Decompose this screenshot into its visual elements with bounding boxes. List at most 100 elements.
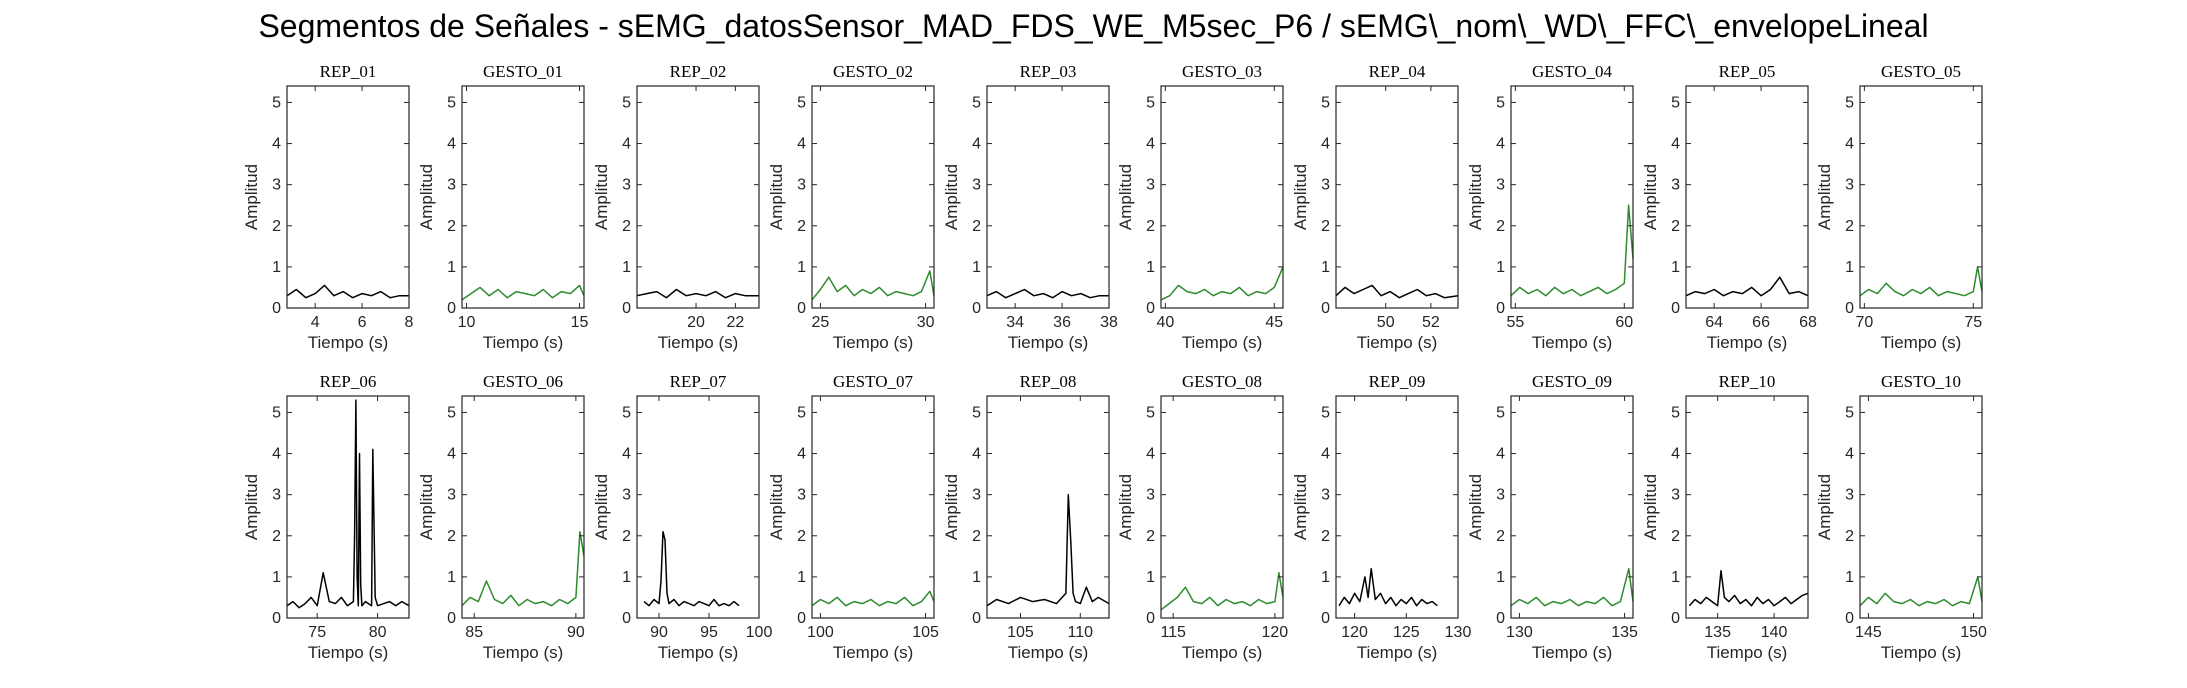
y-tick-label: 2 bbox=[1321, 218, 1330, 235]
y-tick-label: 1 bbox=[1671, 259, 1680, 276]
x-tick-label: 70 bbox=[1855, 314, 1873, 331]
y-tick-label: 2 bbox=[1146, 218, 1155, 235]
y-tick-label: 4 bbox=[797, 136, 806, 153]
x-axis-label: Tiempo (s) bbox=[833, 643, 914, 662]
x-tick-label: 25 bbox=[812, 314, 830, 331]
y-tick-label: 1 bbox=[797, 259, 806, 276]
subplot-title: GESTO_05 bbox=[1881, 62, 1961, 81]
y-tick-label: 0 bbox=[1671, 300, 1680, 317]
x-tick-label: 130 bbox=[1506, 624, 1533, 641]
y-axis-label: Amplitud bbox=[767, 164, 786, 230]
x-tick-label: 4 bbox=[311, 314, 320, 331]
y-tick-label: 3 bbox=[272, 487, 281, 504]
y-axis-label: Amplitud bbox=[592, 164, 611, 230]
y-tick-label: 0 bbox=[1671, 610, 1680, 627]
y-tick-label: 2 bbox=[1671, 528, 1680, 545]
y-tick-label: 2 bbox=[797, 218, 806, 235]
axes-box bbox=[986, 395, 1110, 619]
y-tick-label: 2 bbox=[797, 528, 806, 545]
y-axis-label: Amplitud bbox=[242, 164, 261, 230]
y-tick-label: 0 bbox=[447, 610, 456, 627]
y-tick-label: 0 bbox=[1146, 300, 1155, 317]
y-tick-label: 2 bbox=[447, 218, 456, 235]
x-axis-label: Tiempo (s) bbox=[1707, 333, 1788, 352]
x-tick-label: 66 bbox=[1752, 314, 1770, 331]
signal-line-gesto bbox=[1510, 204, 1634, 297]
x-tick-label: 64 bbox=[1705, 314, 1723, 331]
y-axis-label: Amplitud bbox=[242, 474, 261, 540]
subplot-title: REP_05 bbox=[1719, 62, 1776, 81]
subplot-title: GESTO_09 bbox=[1532, 372, 1612, 391]
x-axis-label: Tiempo (s) bbox=[658, 643, 739, 662]
y-tick-label: 1 bbox=[797, 569, 806, 586]
y-tick-label: 4 bbox=[972, 446, 981, 463]
signal-line-gesto bbox=[461, 530, 585, 607]
y-tick-label: 0 bbox=[1321, 300, 1330, 317]
y-tick-label: 5 bbox=[972, 94, 981, 111]
x-tick-label: 22 bbox=[726, 314, 744, 331]
axes-box bbox=[636, 85, 760, 309]
y-tick-label: 4 bbox=[1146, 446, 1155, 463]
signal-line-rep bbox=[286, 399, 410, 609]
y-tick-label: 4 bbox=[272, 446, 281, 463]
x-tick-label: 6 bbox=[358, 314, 367, 331]
subplot-rep-07: 0 1 2 3 4 5 90 95 100 REP_07 Tiempo (s) Amplitud bbox=[592, 372, 772, 662]
y-tick-label: 1 bbox=[1321, 259, 1330, 276]
y-tick-label: 1 bbox=[1671, 569, 1680, 586]
subplot-title: REP_01 bbox=[320, 62, 377, 81]
y-tick-label: 1 bbox=[972, 569, 981, 586]
x-tick-label: 15 bbox=[571, 314, 589, 331]
y-tick-label: 4 bbox=[447, 136, 456, 153]
y-tick-label: 3 bbox=[972, 177, 981, 194]
y-tick-label: 5 bbox=[272, 404, 281, 421]
x-axis-label: Tiempo (s) bbox=[308, 643, 389, 662]
y-tick-label: 3 bbox=[1845, 487, 1854, 504]
y-tick-label: 0 bbox=[1845, 300, 1854, 317]
y-tick-label: 5 bbox=[1496, 94, 1505, 111]
y-tick-label: 2 bbox=[272, 218, 281, 235]
axes-box bbox=[1335, 395, 1459, 619]
x-tick-label: 52 bbox=[1422, 314, 1440, 331]
subplot-title: REP_07 bbox=[670, 372, 727, 391]
signal-line-gesto bbox=[1510, 567, 1634, 607]
y-tick-label: 5 bbox=[797, 404, 806, 421]
y-tick-label: 5 bbox=[1845, 404, 1854, 421]
y-axis-label: Amplitud bbox=[1815, 164, 1834, 230]
signal-line-gesto bbox=[1859, 266, 1983, 297]
y-tick-label: 2 bbox=[272, 528, 281, 545]
subplot-title: GESTO_08 bbox=[1182, 372, 1262, 391]
y-tick-label: 2 bbox=[1845, 218, 1854, 235]
y-tick-label: 4 bbox=[1845, 446, 1854, 463]
y-tick-label: 1 bbox=[1845, 569, 1854, 586]
subplot-gesto-08: 0 1 2 3 4 5 115 120 GESTO_08 Tiempo (s) Amplitud bbox=[1116, 372, 1288, 662]
y-tick-label: 1 bbox=[1321, 569, 1330, 586]
x-axis-label: Tiempo (s) bbox=[483, 643, 564, 662]
x-tick-label: 80 bbox=[369, 624, 387, 641]
x-tick-label: 105 bbox=[1007, 624, 1034, 641]
x-tick-label: 10 bbox=[458, 314, 476, 331]
y-axis-label: Amplitud bbox=[1466, 164, 1485, 230]
y-tick-label: 2 bbox=[1146, 528, 1155, 545]
y-axis-label: Amplitud bbox=[1291, 164, 1310, 230]
y-axis-label: Amplitud bbox=[1815, 474, 1834, 540]
y-axis-label: Amplitud bbox=[1641, 474, 1660, 540]
subplot-rep-08: 0 1 2 3 4 5 105 110 REP_08 Tiempo (s) Amplitud bbox=[942, 372, 1110, 662]
axes-box bbox=[1335, 85, 1459, 309]
subplot-title: REP_04 bbox=[1369, 62, 1426, 81]
x-tick-label: 90 bbox=[567, 624, 585, 641]
y-tick-label: 0 bbox=[622, 300, 631, 317]
x-tick-label: 60 bbox=[1615, 314, 1633, 331]
y-tick-label: 0 bbox=[272, 610, 281, 627]
y-tick-label: 5 bbox=[1671, 94, 1680, 111]
x-axis-label: Tiempo (s) bbox=[1532, 643, 1613, 662]
x-tick-label: 90 bbox=[650, 624, 668, 641]
y-axis-label: Amplitud bbox=[1641, 164, 1660, 230]
y-tick-label: 3 bbox=[1496, 487, 1505, 504]
y-tick-label: 5 bbox=[1321, 404, 1330, 421]
y-tick-label: 4 bbox=[1146, 136, 1155, 153]
subplot-title: GESTO_02 bbox=[833, 62, 913, 81]
figure-title: Segmentos de Señales - sEMG_datosSensor_… bbox=[258, 8, 1929, 44]
y-tick-label: 1 bbox=[1845, 259, 1854, 276]
subplot-gesto-01: 0 1 2 3 4 5 10 15 GESTO_01 Tiempo (s) Amplitud bbox=[417, 62, 588, 352]
